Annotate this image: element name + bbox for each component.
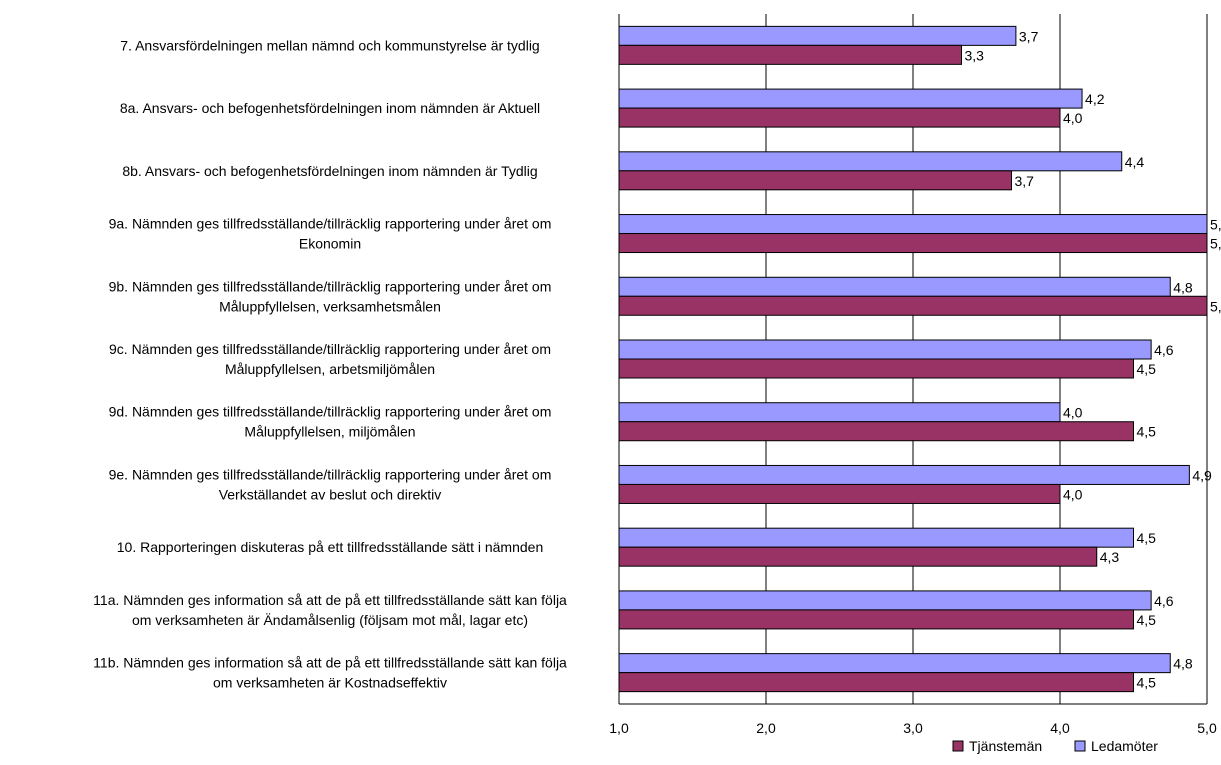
bar-tjansteman — [618, 233, 1208, 254]
data-label: 3,3 — [965, 47, 985, 63]
category-label: 9b. Nämnden ges tillfredsställande/tillr… — [109, 278, 552, 294]
category-label: 9d. Nämnden ges tillfredsställande/tillr… — [109, 404, 552, 420]
legend-swatch — [1074, 740, 1086, 752]
data-label: 5,0 — [1210, 236, 1221, 252]
data-label: 4,0 — [1063, 405, 1083, 421]
x-axis: 1,0 2,0 3,0 4,0 5,0 — [609, 703, 1217, 736]
bar-ledamoter — [618, 25, 1017, 46]
data-label: 3,7 — [1014, 173, 1034, 189]
bar-ledamoter — [618, 464, 1190, 485]
category-label: Ekonomin — [299, 236, 361, 252]
bar-ledamoter — [618, 653, 1171, 674]
data-label: 4,5 — [1137, 612, 1157, 628]
category-label: 11a. Nämnden ges information så att de p… — [93, 592, 567, 608]
category-label: 9c. Nämnden ges tillfredsställande/tillr… — [109, 341, 551, 357]
x-tick-label: 3,0 — [903, 720, 923, 736]
category-label: Måluppfyllelsen, arbetsmiljömålen — [225, 361, 435, 377]
category-label: Verkställandet av beslut och direktiv — [219, 486, 442, 502]
data-label: 4,0 — [1063, 486, 1083, 502]
data-label: 4,8 — [1173, 656, 1193, 672]
bar-tjansteman — [618, 107, 1061, 128]
data-label: 4,8 — [1173, 279, 1193, 295]
bar-tjansteman — [618, 609, 1134, 630]
bar-ledamoter — [618, 339, 1152, 360]
data-label: 4,5 — [1137, 424, 1157, 440]
data-label: 4,5 — [1137, 361, 1157, 377]
x-tick-label: 2,0 — [756, 720, 776, 736]
legend-label: Tjänstemän — [969, 738, 1042, 754]
bar-tjansteman — [618, 358, 1134, 379]
bar-ledamoter — [618, 88, 1083, 109]
bar-tjansteman — [618, 44, 963, 65]
bar-tjansteman — [618, 483, 1061, 504]
data-label: 4,5 — [1137, 675, 1157, 691]
bars: 3,73,34,24,04,43,75,05,04,85,04,64,54,04… — [618, 25, 1221, 693]
data-label: 5,0 — [1210, 217, 1221, 233]
data-label: 4,6 — [1154, 593, 1174, 609]
category-label: 8a. Ansvars- och befogenhetsfördelningen… — [120, 100, 540, 116]
category-label: 11b. Nämnden ges information så att de p… — [93, 655, 567, 671]
category-labels: 7. Ansvarsfördelningen mellan nämnd och … — [93, 37, 567, 690]
bar-tjansteman — [618, 295, 1208, 316]
bar-tjansteman — [618, 421, 1134, 442]
data-label: 4,6 — [1154, 342, 1174, 358]
data-label: 4,4 — [1125, 154, 1145, 170]
category-label: 10. Rapporteringen diskuteras på ett til… — [117, 539, 543, 555]
data-label: 4,0 — [1063, 110, 1083, 126]
data-label: 5,0 — [1210, 298, 1221, 314]
x-tick-label: 5,0 — [1197, 720, 1217, 736]
data-label: 4,2 — [1085, 91, 1105, 107]
category-label: 7. Ansvarsfördelningen mellan nämnd och … — [120, 37, 539, 53]
bar-ledamoter — [618, 590, 1152, 611]
bar-ledamoter — [618, 214, 1208, 235]
category-label: 8b. Ansvars- och befogenhetsfördelningen… — [122, 163, 537, 179]
data-label: 4,5 — [1137, 530, 1157, 546]
category-label: om verksamheten är Ändamålsenlig (följsa… — [132, 612, 528, 628]
bar-tjansteman — [618, 170, 1012, 191]
bar-ledamoter — [618, 151, 1123, 172]
legend: Tjänstemän Ledamöter — [952, 738, 1158, 754]
bar-ledamoter — [618, 276, 1171, 297]
bar-ledamoter — [618, 402, 1061, 423]
bar-ledamoter — [618, 527, 1134, 548]
category-label: 9a. Nämnden ges tillfredsställande/tillr… — [109, 216, 552, 232]
category-label: 9e. Nämnden ges tillfredsställande/tillr… — [109, 466, 552, 482]
bar-tjansteman — [618, 546, 1098, 567]
category-label: Måluppfyllelsen, miljömålen — [244, 424, 415, 440]
legend-label: Ledamöter — [1091, 738, 1158, 754]
data-label: 3,7 — [1019, 28, 1039, 44]
x-tick-label: 4,0 — [1050, 720, 1070, 736]
category-label: Måluppfyllelsen, verksamhetsmålen — [219, 298, 441, 314]
x-tick-label: 1,0 — [609, 720, 629, 736]
bar-tjansteman — [618, 672, 1134, 693]
legend-swatch — [952, 740, 964, 752]
data-label: 4,9 — [1192, 467, 1212, 483]
data-label: 4,3 — [1100, 549, 1120, 565]
category-label: om verksamheten är Kostnadseffektiv — [213, 675, 447, 691]
